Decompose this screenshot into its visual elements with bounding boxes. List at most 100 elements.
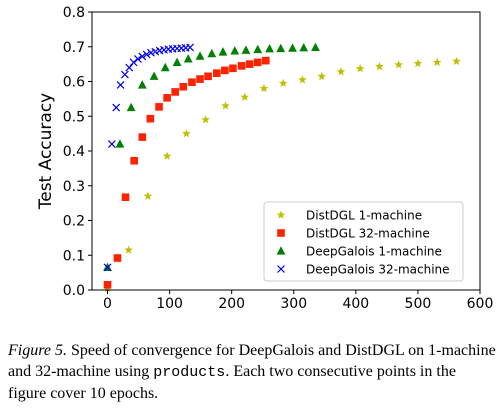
data-point: [155, 103, 163, 111]
y-tick-label: 0.2: [63, 214, 85, 230]
legend-item-deepgalois-32-machine: DeepGalois 32-machine: [277, 263, 450, 277]
caption-dataset: products: [153, 364, 226, 381]
x-tick-label: 0: [103, 296, 112, 312]
y-tick-label: 0.5: [63, 109, 85, 125]
data-point: [130, 156, 139, 165]
data-point: [171, 88, 179, 96]
data-point: [230, 46, 240, 55]
y-tick-label: 0.8: [63, 5, 85, 21]
legend-marker: [276, 210, 286, 219]
data-point: [103, 263, 112, 272]
data-point: [355, 64, 365, 73]
scatter-chart: 0 100 200 300 400 500 600 0.0 0.1 0.2 0.3 0.4 0.5 0.6…: [36, 5, 494, 312]
caption-label: Figure 5.: [8, 342, 67, 359]
legend-item-distdgl-1-machine: DistDGL 1-machine: [276, 209, 422, 223]
data-point: [134, 54, 142, 63]
y-axis-label: Test Accuracy: [36, 93, 56, 211]
data-point: [241, 45, 251, 54]
data-point: [311, 42, 320, 52]
data-point: [196, 75, 204, 83]
data-point: [207, 48, 217, 58]
legend-item-deepgalois-1-machine: DeepGalois 1-machine: [276, 245, 442, 259]
legend-label: DistDGL 32-machine: [306, 227, 430, 241]
data-point: [137, 80, 147, 89]
y-tick-label: 0.4: [63, 144, 85, 160]
data-point: [125, 63, 134, 72]
series-distdgl-1-machine: [103, 56, 461, 292]
data-point: [276, 43, 286, 53]
figure-caption: Figure 5. Speed of convergence for DeepG…: [8, 340, 496, 404]
data-point: [413, 58, 423, 68]
data-point: [163, 94, 171, 102]
x-tick-label: 500: [405, 296, 432, 312]
data-point: [195, 51, 205, 60]
data-point: [432, 57, 442, 67]
legend-marker: [277, 229, 285, 237]
y-tick-label: 0.1: [63, 248, 85, 264]
data-point: [212, 69, 221, 77]
x-tick-label: 100: [156, 296, 183, 312]
data-point: [452, 56, 461, 66]
data-point: [317, 71, 327, 81]
data-point: [278, 78, 288, 87]
y-tick-label: 0.7: [63, 40, 85, 56]
series-distdgl-32-machine: [103, 56, 270, 289]
data-point: [179, 82, 188, 91]
data-point: [245, 60, 254, 68]
data-point: [299, 42, 309, 52]
data-point: [288, 43, 297, 52]
data-point: [142, 50, 151, 59]
data-point: [240, 92, 250, 101]
axis-ticks: 0 100 200 300 400 500 600 0.0 0.1 0.2 0.3 0.4 0.5 0.6…: [63, 5, 494, 312]
data-point: [336, 67, 346, 76]
data-point: [121, 193, 130, 202]
data-point: [160, 62, 170, 72]
series-deepgalois-32-machine: [103, 43, 195, 272]
y-tick-label: 0.3: [63, 179, 85, 195]
data-point: [188, 78, 196, 86]
data-point: [183, 54, 193, 63]
data-point: [265, 44, 274, 53]
data-point: [143, 191, 153, 200]
data-point: [107, 140, 116, 148]
data-point: [221, 101, 230, 110]
x-tick-label: 300: [280, 296, 307, 312]
data-point: [113, 254, 122, 262]
data-point: [237, 62, 246, 70]
legend-marker: [276, 246, 286, 255]
legend-label: DeepGalois 32-machine: [306, 263, 450, 277]
y-tick-label: 0.6: [63, 75, 85, 91]
y-tick-label: 0.0: [63, 283, 85, 299]
data-point: [186, 43, 195, 52]
data-point: [221, 66, 229, 75]
data-point: [259, 83, 269, 93]
caption-text-before: Speed of convergence for DeepGalois and …: [8, 342, 496, 380]
data-point: [262, 56, 270, 65]
data-point: [116, 81, 125, 89]
data-point: [204, 72, 212, 81]
data-point: [146, 114, 155, 123]
data-point: [138, 133, 147, 141]
data-point: [112, 103, 121, 112]
data-point: [375, 61, 384, 71]
data-point: [103, 280, 112, 289]
x-tick-label: 600: [467, 296, 494, 312]
legend-frame: [263, 201, 464, 282]
data-point: [124, 245, 133, 254]
data-point: [129, 58, 138, 67]
caption-text-after: . Each two consecutive points in the fig…: [8, 363, 456, 402]
data-point: [172, 57, 182, 66]
legend: DistDGL 1-machine DistDGL 32-machine DeepG…: [263, 201, 464, 282]
x-tick-label: 200: [218, 296, 245, 312]
legend-label: DistDGL 1-machine: [306, 209, 422, 223]
data-point: [201, 115, 210, 124]
data-point: [229, 64, 237, 73]
plot-area: [103, 42, 461, 292]
data-point: [115, 139, 125, 148]
data-point: [394, 60, 404, 69]
data-point: [126, 102, 136, 112]
data-point: [120, 70, 129, 79]
data-point: [162, 151, 172, 160]
data-point: [181, 129, 191, 138]
